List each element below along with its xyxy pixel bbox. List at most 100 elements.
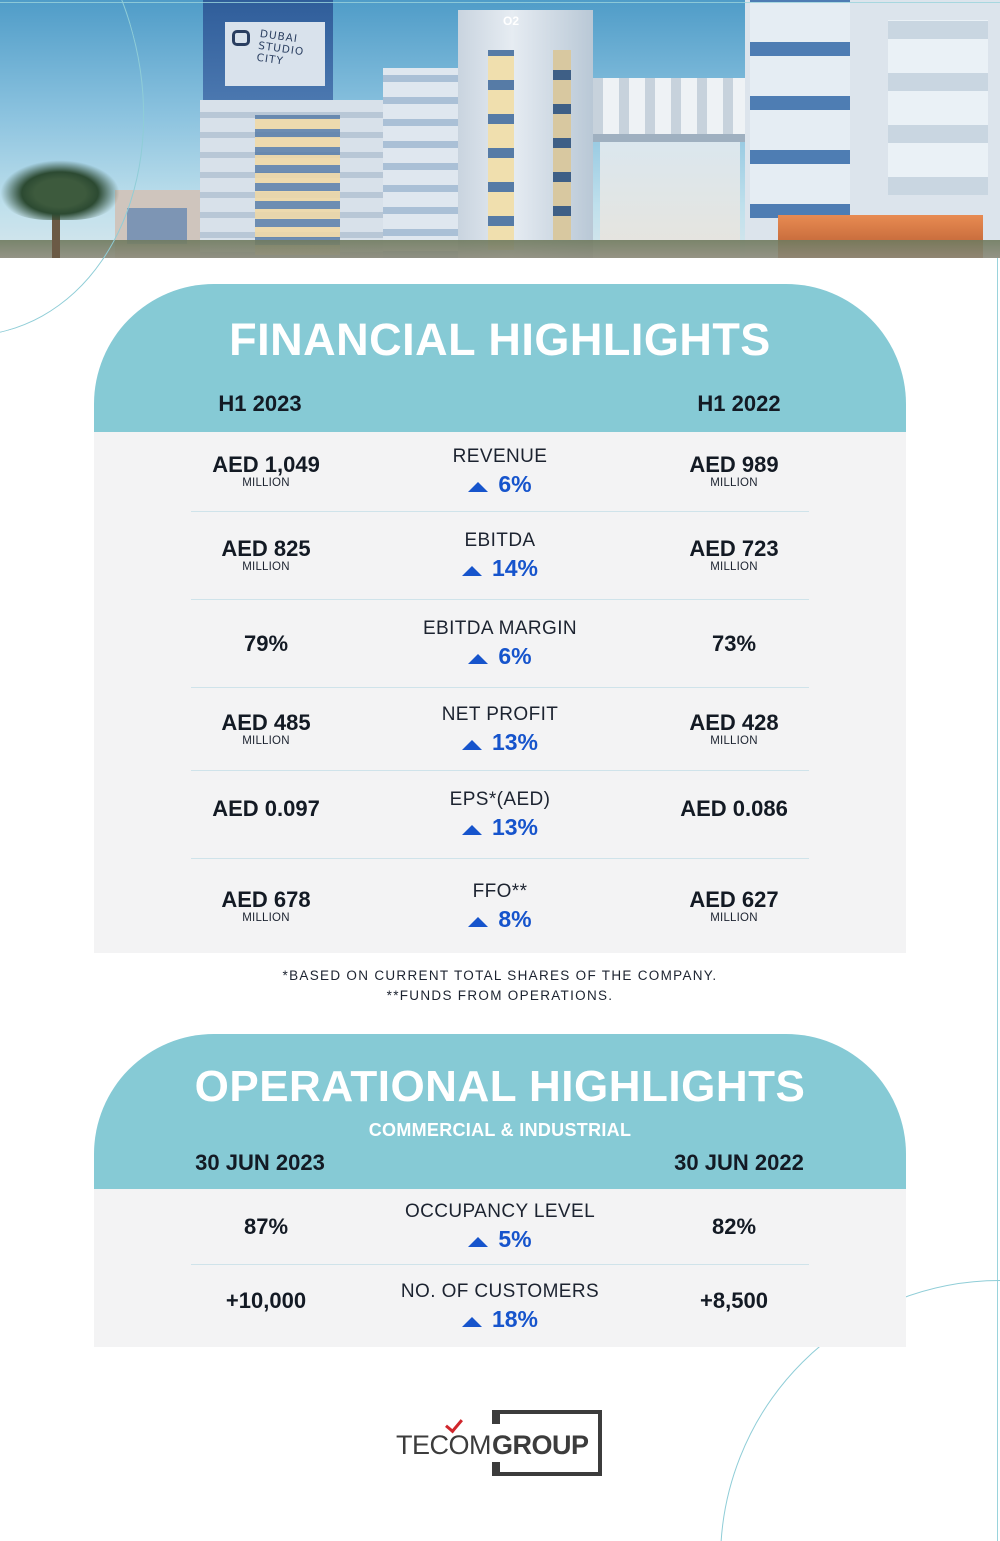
metric-row-revenue: AED 1,049 MILLION REVENUE 6% AED 989 MIL…	[191, 432, 809, 512]
h1-2023-value: AED 678	[221, 886, 311, 912]
left-cell: AED 678 MILLION	[191, 886, 341, 925]
decorative-top-line	[0, 2, 1000, 3]
operational-highlights-subtitle: COMMERCIAL & INDUSTRIAL	[368, 1120, 632, 1140]
metric-row-net-profit: AED 485 MILLION NET PROFIT 13% AED 428 M…	[191, 688, 809, 771]
metric-cell: EBITDA MARGIN 6%	[341, 618, 659, 669]
building-right-windows	[750, 0, 850, 218]
h1-2023-unit: MILLION	[242, 561, 290, 573]
h1-2022-unit: MILLION	[710, 734, 758, 747]
studio-city-logo-icon	[232, 30, 250, 46]
column-header-h1-2023: H1 2023	[218, 391, 302, 416]
financial-highlights-title: FINANCIAL HIGHLIGHTS	[229, 314, 771, 365]
metric-label: EPS*(AED)	[449, 789, 551, 810]
right-cell: 82%	[659, 1189, 809, 1239]
right-cell: AED 627 MILLION	[659, 886, 809, 925]
up-arrow-icon	[468, 482, 489, 492]
h1-2022-value: AED 723	[689, 536, 779, 561]
metric-cell: REVENUE 6%	[341, 446, 659, 497]
logo-word-tecom: TECOM	[396, 1430, 492, 1460]
right-cell: AED 989 MILLION	[659, 453, 809, 490]
financial-highlights-body: AED 1,049 MILLION REVENUE 6% AED 989 MIL…	[94, 432, 906, 953]
jun-2023-value: +10,000	[225, 1288, 307, 1313]
metric-label: NET PROFIT	[441, 703, 559, 725]
building-center	[383, 68, 463, 258]
logo-bracket-top	[492, 1410, 496, 1424]
palm-trunk	[52, 200, 60, 258]
sky-gap	[600, 142, 740, 258]
change-indicator: 13%	[461, 728, 539, 755]
left-cell: 87%	[191, 1189, 341, 1239]
right-cell: +8,500	[659, 1265, 809, 1313]
building-low-block	[200, 100, 385, 258]
palm-tree	[0, 160, 130, 258]
sky-bridge	[593, 78, 745, 142]
h1-2022-value: AED 428	[689, 709, 779, 735]
metric-label: EBITDA MARGIN	[422, 618, 578, 639]
up-arrow-icon	[461, 566, 482, 576]
right-cell: AED 723 MILLION	[659, 537, 809, 574]
logo-bracket-bottom	[492, 1462, 496, 1476]
financial-highlights-header: FINANCIAL HIGHLIGHTS H1 2023 H1 2022	[94, 284, 906, 432]
change-percent: 6%	[498, 471, 532, 497]
up-arrow-icon	[461, 825, 482, 835]
h1-2022-value: AED 627	[689, 886, 779, 912]
decorative-edge-line	[997, 0, 999, 1541]
h1-2022-unit: MILLION	[710, 911, 758, 924]
up-arrow-icon	[461, 1316, 482, 1327]
left-cell: AED 485 MILLION	[191, 710, 341, 748]
h1-2023-unit: MILLION	[242, 734, 290, 747]
h1-2022-unit: MILLION	[710, 561, 758, 573]
jun-2022-value: +8,500	[700, 1288, 768, 1313]
operational-highlights-panel: OPERATIONAL HIGHLIGHTS COMMERCIAL & INDU…	[94, 1034, 906, 1347]
change-percent: 18%	[491, 1305, 539, 1332]
h1-2023-value: 79%	[243, 630, 289, 656]
financial-highlights-panel: FINANCIAL HIGHLIGHTS H1 2023 H1 2022 AED…	[94, 284, 906, 953]
h1-2022-value: AED 989	[689, 452, 779, 477]
up-arrow-icon	[468, 654, 489, 664]
logo-word-group: GROUP	[492, 1430, 589, 1460]
footnotes: *BASED ON CURRENT TOTAL SHARES OF THE CO…	[0, 966, 1000, 1006]
operational-highlights-header: OPERATIONAL HIGHLIGHTS COMMERCIAL & INDU…	[94, 1034, 906, 1189]
palm-leaves	[0, 160, 120, 220]
metric-row-customers: +10,000 NO. OF CUSTOMERS 18% +8,500	[191, 1265, 809, 1347]
h1-2023-unit: MILLION	[242, 911, 290, 924]
change-indicator: 5%	[468, 1226, 532, 1252]
change-indicator: 18%	[461, 1305, 539, 1332]
h1-2023-value: AED 0.097	[212, 796, 320, 821]
change-percent: 13%	[491, 814, 539, 840]
metric-cell: NET PROFIT 13%	[341, 704, 659, 755]
logo-bracket-frame	[496, 1410, 602, 1476]
column-header-30-jun-2022: 30 JUN 2022	[674, 1150, 804, 1175]
metric-cell: OCCUPANCY LEVEL 5%	[341, 1201, 659, 1252]
metric-label: EBITDA	[464, 530, 536, 551]
h1-2023-value: AED 1,049	[212, 452, 320, 477]
operational-highlights-title: OPERATIONAL HIGHLIGHTS	[194, 1062, 806, 1111]
change-indicator: 6%	[468, 471, 532, 497]
metric-cell: FFO** 8%	[341, 881, 659, 932]
footnote-ffo: **FUNDS FROM OPERATIONS.	[386, 988, 614, 1003]
jun-2023-value: 87%	[243, 1214, 289, 1239]
change-percent: 13%	[491, 728, 539, 755]
metric-row-ebitda-margin: 79% EBITDA MARGIN 6% 73%	[191, 600, 809, 688]
metric-row-ebitda: AED 825 MILLION EBITDA 14% AED 723 MILLI…	[191, 512, 809, 600]
building-right-windows-2	[888, 20, 988, 195]
metric-label: REVENUE	[452, 446, 548, 467]
left-cell: AED 1,049 MILLION	[191, 453, 341, 490]
metric-label: FFO**	[472, 880, 528, 902]
right-cell: AED 428 MILLION	[659, 709, 809, 748]
metric-cell: EPS*(AED) 13%	[341, 789, 659, 840]
column-header-30-jun-2023: 30 JUN 2023	[195, 1150, 325, 1175]
metric-label: NO. OF CUSTOMERS	[400, 1280, 600, 1302]
metric-cell: EBITDA 14%	[341, 530, 659, 581]
column-header-h1-2022: H1 2022	[697, 391, 781, 416]
metric-row-eps: AED 0.097 EPS*(AED) 13% AED 0.086	[191, 771, 809, 859]
jun-2022-value: 82%	[711, 1214, 757, 1239]
change-indicator: 8%	[468, 906, 532, 932]
metric-row-ffo: AED 678 MILLION FFO** 8% AED 627 MILLION	[191, 859, 809, 953]
change-indicator: 13%	[461, 814, 539, 840]
change-percent: 6%	[498, 643, 532, 669]
h1-2023-unit: MILLION	[242, 477, 290, 489]
right-cell: AED 0.086	[659, 771, 809, 821]
metric-label: OCCUPANCY LEVEL	[404, 1201, 596, 1222]
footnote-eps: *BASED ON CURRENT TOTAL SHARES OF THE CO…	[282, 968, 718, 983]
